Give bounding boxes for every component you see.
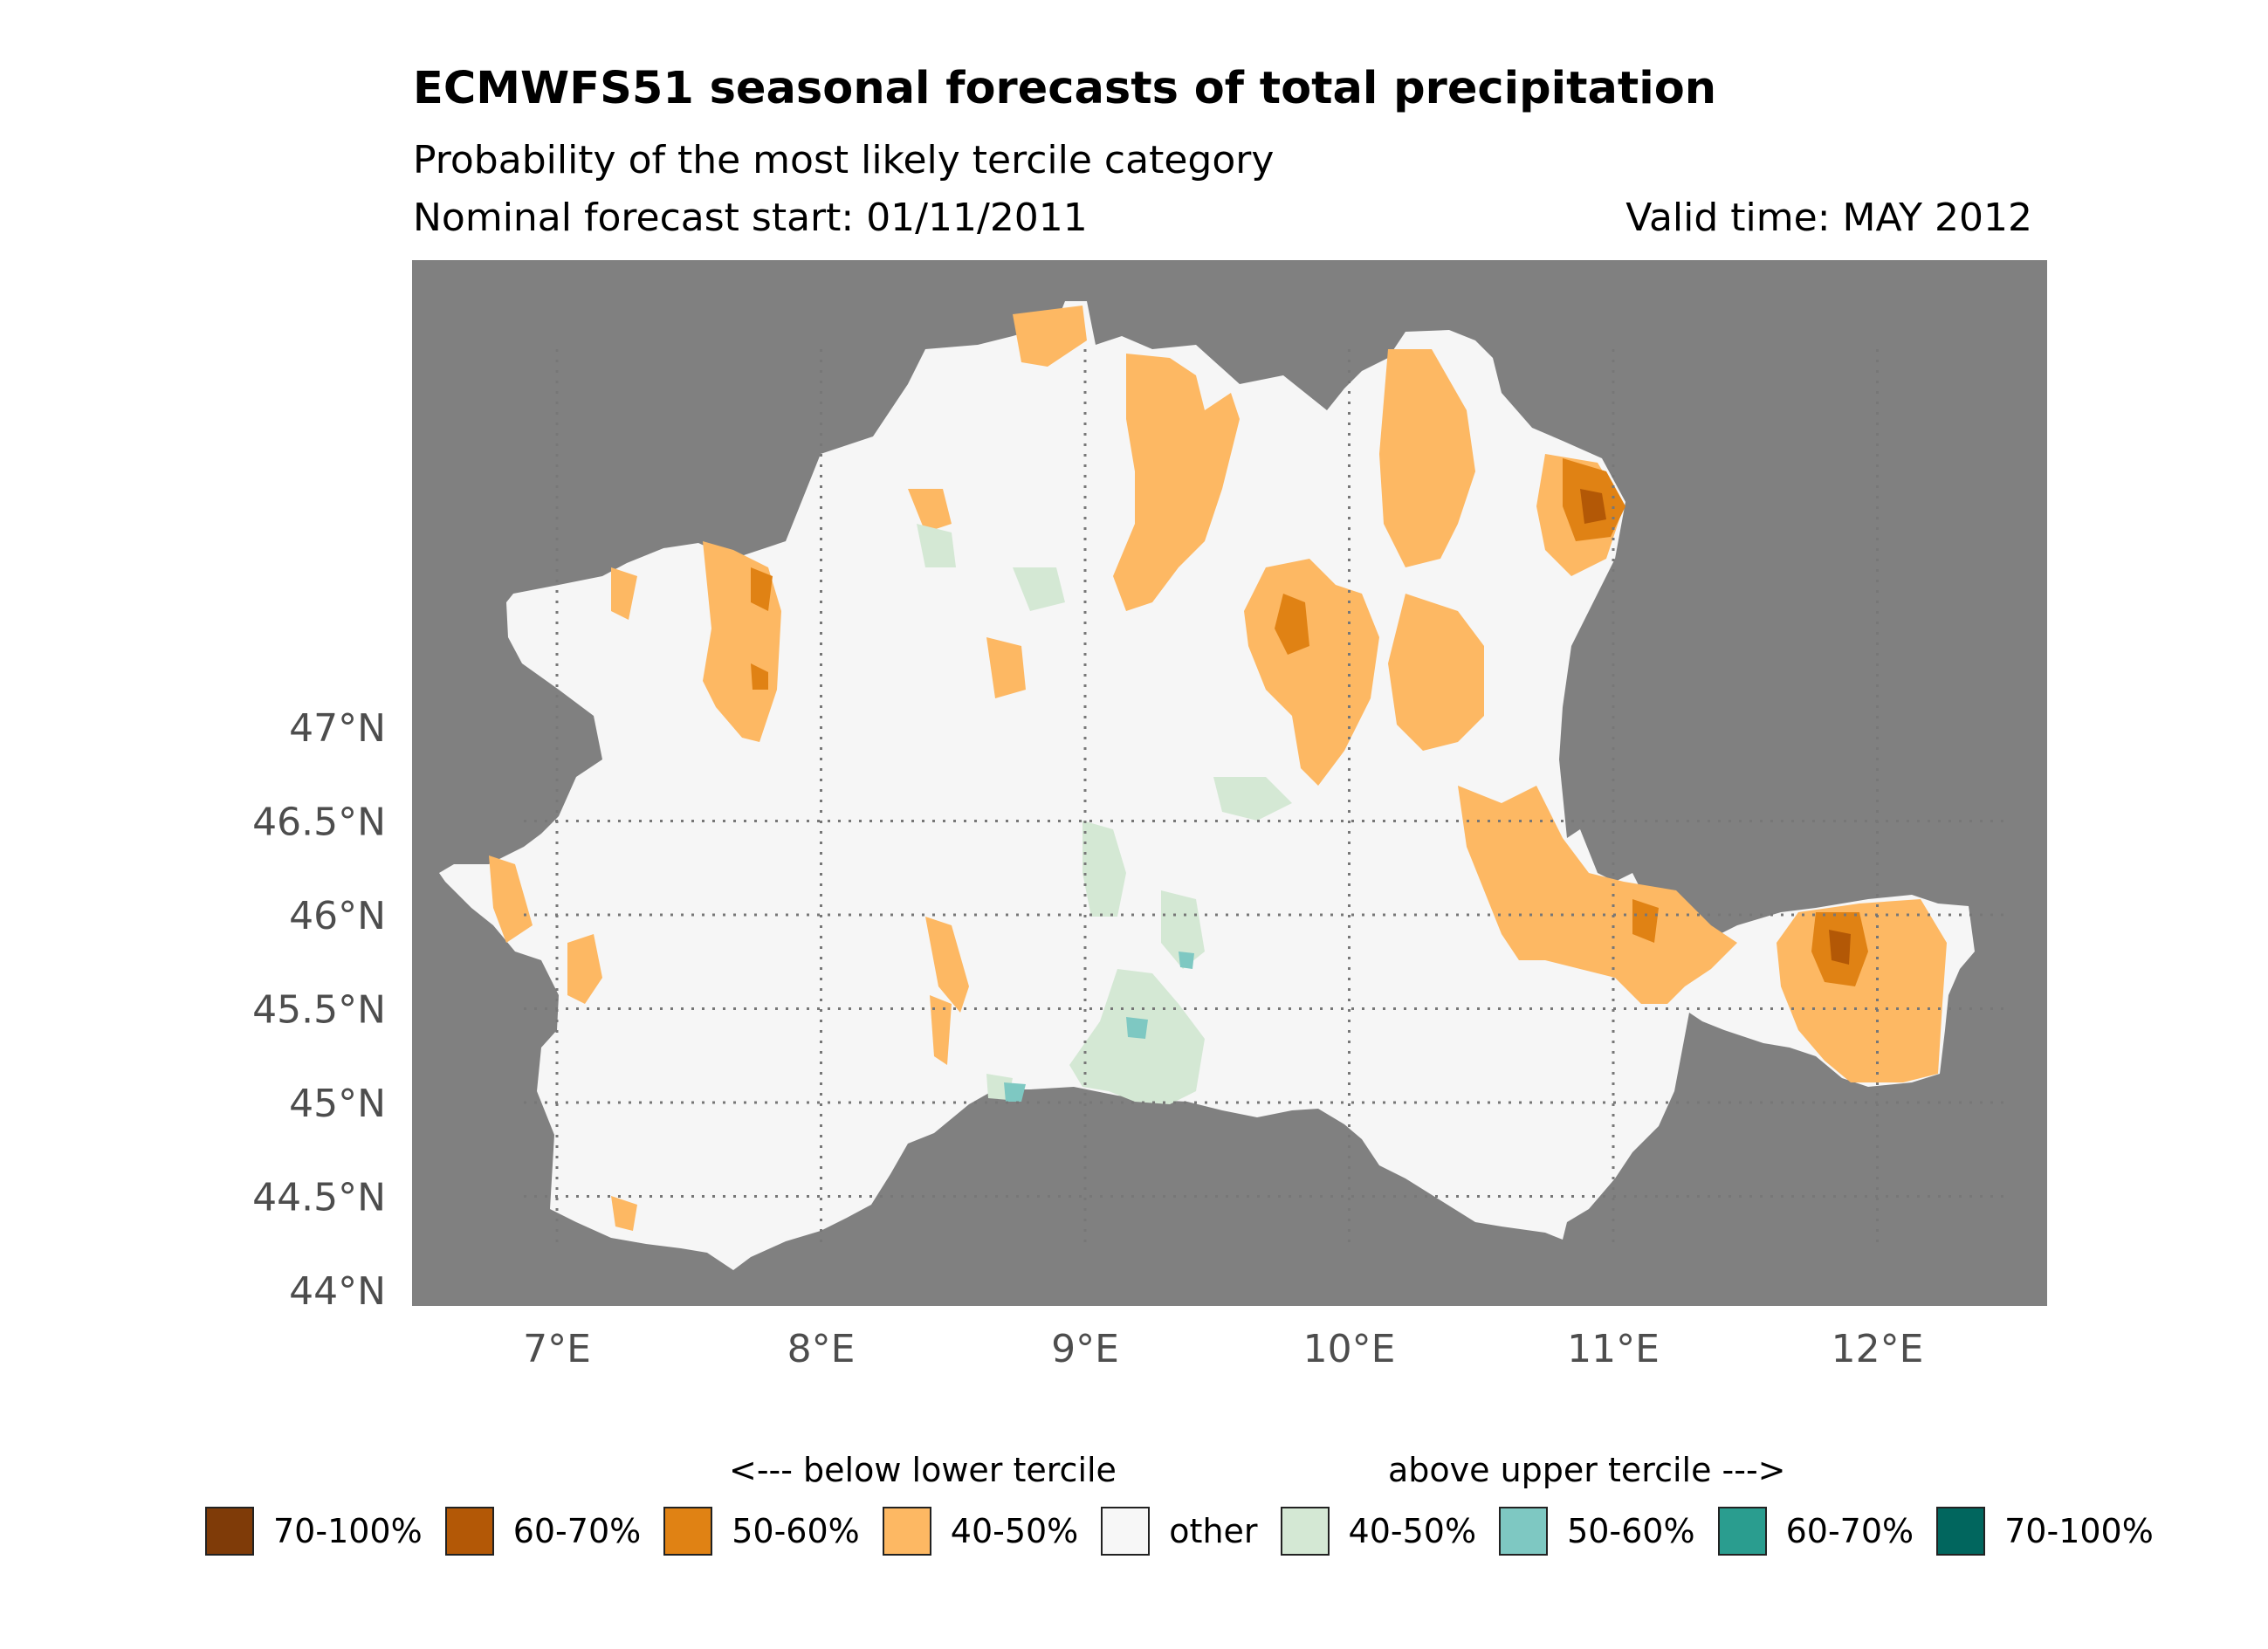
- legend-item: 40-50%: [1280, 1507, 1477, 1556]
- latitude-tick-label: 47°N: [289, 706, 386, 751]
- latitude-tick-label: 45.5°N: [252, 988, 386, 1033]
- legend-item: 50-60%: [1499, 1507, 1695, 1556]
- patch-60-70-below: [1829, 930, 1851, 965]
- map-gridlines: [524, 349, 2008, 1248]
- latitude-tick-label: 44°N: [289, 1269, 386, 1314]
- patch-40-50-below: [1458, 786, 1737, 1004]
- patch-40-50-below: [925, 917, 969, 1013]
- patch-40-50-above: [1213, 777, 1292, 821]
- patch-40-50-below: [1388, 594, 1484, 751]
- patch-40-50-above: [1082, 821, 1126, 917]
- chart-title: ECMWFS51 seasonal forecasts of total pre…: [413, 63, 1717, 114]
- legend-swatch: [1101, 1507, 1151, 1556]
- patch-50-60-above: [1126, 1017, 1148, 1039]
- patch-40-50-below: [489, 855, 533, 943]
- legend-swatch: [205, 1507, 254, 1556]
- patch-40-50-above: [1013, 567, 1065, 611]
- legend-item: 60-70%: [1717, 1507, 1914, 1556]
- patch-50-60-below: [751, 663, 768, 690]
- forecast-start-label: Nominal forecast start: 01/11/2011: [413, 196, 1088, 240]
- legend-item: 60-70%: [444, 1507, 642, 1556]
- above-tercile-patches: [917, 524, 1292, 1104]
- patch-40-50-below: [611, 1196, 637, 1231]
- patch-50-60-above: [1004, 1082, 1026, 1102]
- patch-40-50-below: [1013, 306, 1087, 367]
- patch-50-60-below: [1632, 899, 1659, 943]
- longitude-tick-label: 9°E: [1051, 1327, 1119, 1371]
- legend-swatch: [882, 1507, 931, 1556]
- latitude-tick-label: 46.5°N: [252, 800, 386, 845]
- longitude-tick-label: 12°E: [1832, 1327, 1924, 1371]
- patch-60-70-below: [1580, 489, 1606, 524]
- longitude-tick-labels: 7°E 8°E 9°E 10°E 11°E 12°E: [523, 1327, 1923, 1371]
- legend-swatch: [1717, 1507, 1767, 1556]
- patch-50-60-below: [751, 567, 773, 611]
- patch-50-60-below: [1275, 594, 1309, 655]
- legend-label: 50-60%: [732, 1512, 860, 1550]
- legend-above-header: above upper tercile --->: [1388, 1451, 1786, 1489]
- legend-swatch: [1280, 1507, 1330, 1556]
- patch-40-50-below: [930, 995, 952, 1065]
- patch-40-50-above: [1161, 890, 1205, 969]
- longitude-tick-label: 11°E: [1567, 1327, 1660, 1371]
- patch-40-50-below: [567, 934, 602, 1004]
- legend-label: 70-100%: [2004, 1512, 2154, 1550]
- patch-40-50-below: [986, 637, 1026, 698]
- legend-below-header: <--- below lower tercile: [729, 1451, 1117, 1489]
- longitude-tick-label: 8°E: [787, 1327, 856, 1371]
- legend-swatch: [1936, 1507, 1986, 1556]
- patch-40-50-below: [1379, 349, 1475, 567]
- legend: 70-100% 60-70% 50-60% 40-50% other 40-50% 50-6…: [205, 1505, 2176, 1557]
- legend-label: other: [1169, 1512, 1258, 1550]
- legend-item: 50-60%: [663, 1507, 860, 1556]
- legend-label: 50-60%: [1567, 1512, 1695, 1550]
- latitude-tick-labels: 44°N 44.5°N 45°N 45.5°N 46°N 46.5°N 47°N: [252, 706, 386, 1314]
- legend-label: 40-50%: [950, 1512, 1079, 1550]
- legend-swatch: [444, 1507, 494, 1556]
- legend-label: 40-50%: [1348, 1512, 1477, 1550]
- patch-40-50-below: [611, 567, 637, 620]
- patch-40-50-below: [908, 489, 952, 532]
- legend-item: 70-100%: [205, 1507, 423, 1556]
- legend-label: 60-70%: [512, 1512, 642, 1550]
- legend-label: 70-100%: [273, 1512, 423, 1550]
- legend-item: 70-100%: [1936, 1507, 2154, 1556]
- legend-item: 40-50%: [882, 1507, 1079, 1556]
- patch-40-50-above: [917, 524, 956, 567]
- longitude-tick-label: 7°E: [523, 1327, 591, 1371]
- patch-40-50-below: [1113, 354, 1240, 611]
- patch-50-60-above: [1179, 952, 1194, 969]
- below-tercile-strong-patches: [751, 458, 1868, 986]
- latitude-tick-label: 45°N: [289, 1082, 386, 1126]
- valid-time-label: Valid time: MAY 2012: [1625, 196, 2032, 240]
- legend-item: other: [1101, 1507, 1258, 1556]
- latitude-tick-label: 44.5°N: [252, 1176, 386, 1220]
- chart-subtitle: Probability of the most likely tercile c…: [413, 138, 1275, 182]
- longitude-tick-label: 10°E: [1303, 1327, 1396, 1371]
- latitude-tick-label: 46°N: [289, 894, 386, 938]
- legend-label: 60-70%: [1785, 1512, 1914, 1550]
- legend-swatch: [663, 1507, 713, 1556]
- legend-swatch: [1499, 1507, 1549, 1556]
